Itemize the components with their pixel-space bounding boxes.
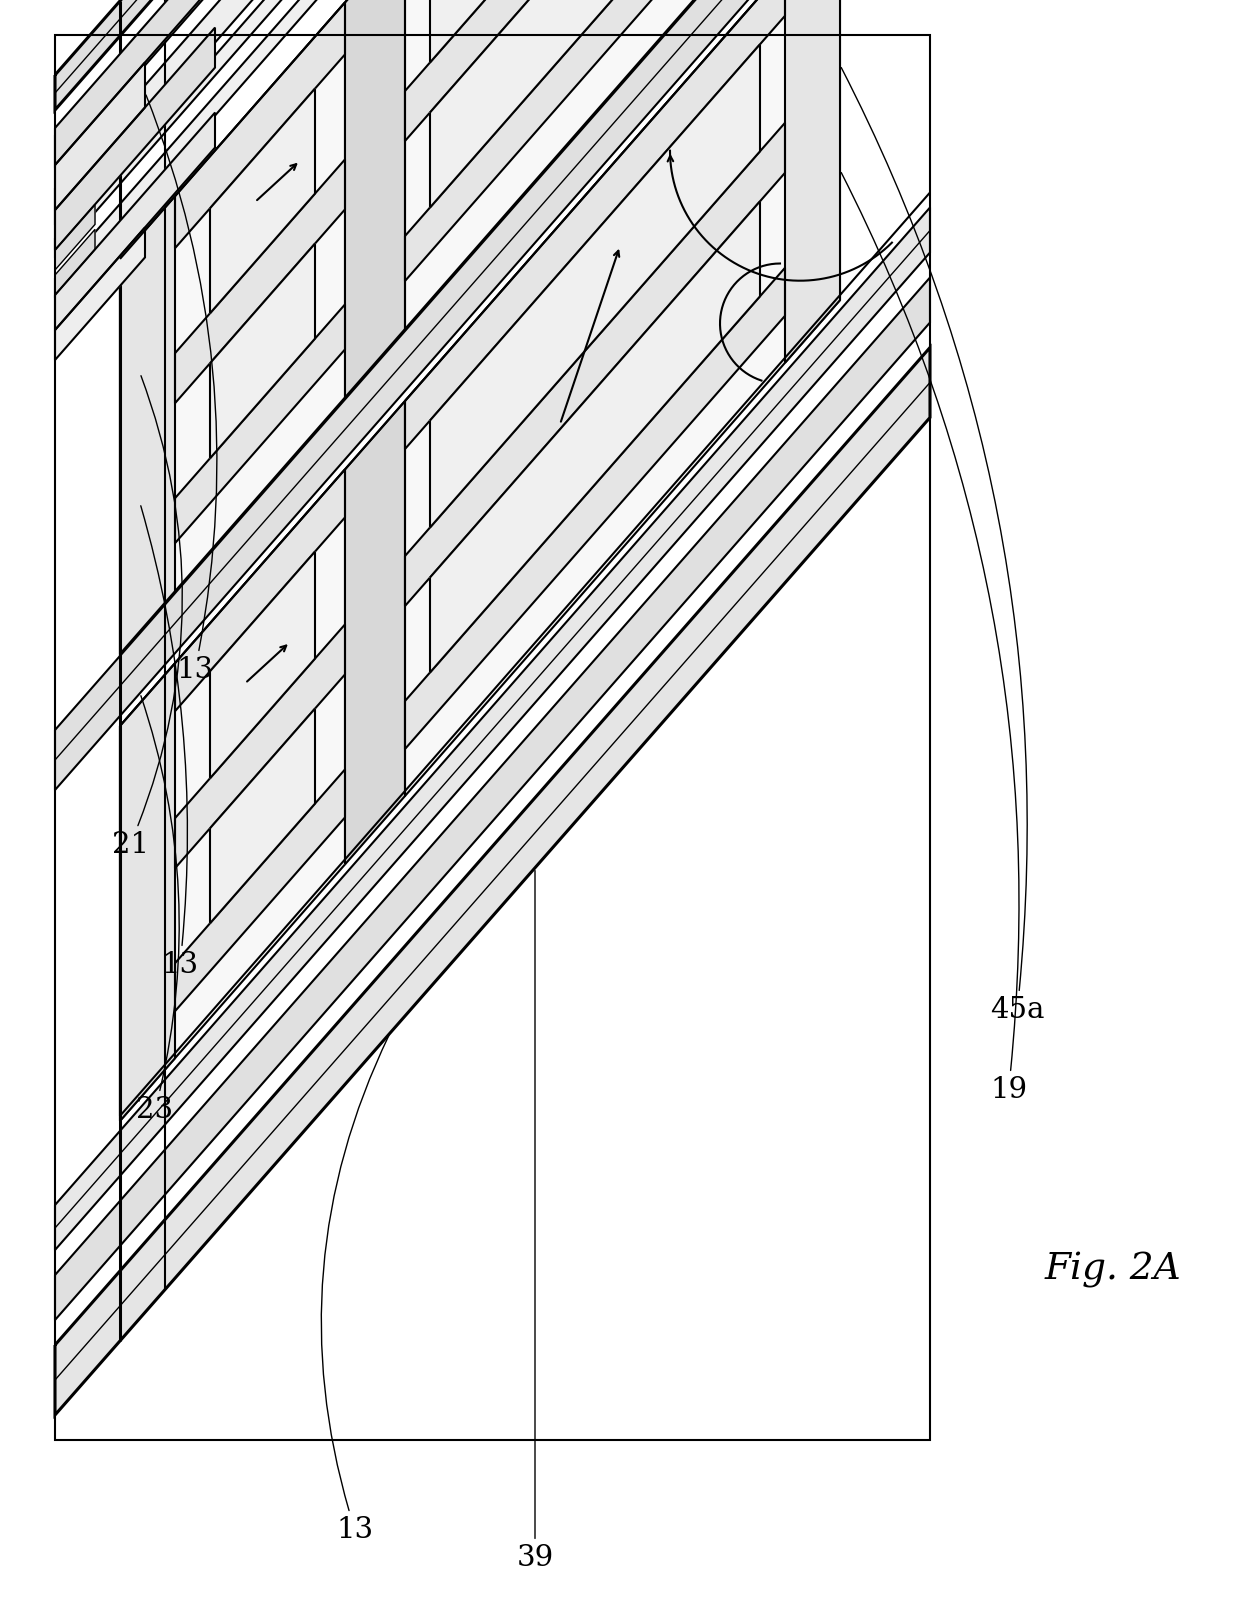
Polygon shape [55, 27, 215, 251]
Polygon shape [210, 244, 315, 458]
Polygon shape [55, 0, 930, 299]
Text: 23: 23 [136, 696, 180, 1124]
Polygon shape [55, 62, 145, 209]
Polygon shape [405, 0, 785, 281]
Polygon shape [430, 0, 760, 208]
Polygon shape [405, 0, 785, 449]
Text: 45a: 45a [841, 67, 1044, 1024]
Polygon shape [345, 0, 405, 399]
Polygon shape [175, 770, 345, 1011]
Polygon shape [55, 204, 95, 270]
Polygon shape [175, 470, 345, 711]
Polygon shape [55, 0, 930, 259]
Polygon shape [175, 624, 345, 869]
Text: 19: 19 [841, 172, 1027, 1104]
Polygon shape [210, 551, 315, 778]
Text: 13: 13 [146, 94, 217, 684]
Text: 13: 13 [141, 506, 198, 979]
Polygon shape [55, 0, 930, 110]
Text: Fig. 2A: Fig. 2A [1045, 1252, 1182, 1289]
Polygon shape [430, 0, 760, 62]
Polygon shape [55, 0, 215, 164]
Polygon shape [55, 227, 145, 359]
Polygon shape [175, 305, 345, 543]
Polygon shape [210, 88, 315, 313]
Polygon shape [55, 230, 95, 295]
Polygon shape [55, 0, 930, 168]
Polygon shape [120, 3, 345, 656]
Polygon shape [120, 470, 345, 1121]
Polygon shape [120, 196, 175, 656]
Bar [55, 35, 930, 1440]
Polygon shape [55, 278, 930, 1321]
Polygon shape [430, 201, 760, 672]
Polygon shape [405, 0, 839, 795]
Polygon shape [55, 0, 930, 1415]
Text: 39: 39 [516, 870, 553, 1571]
Polygon shape [175, 160, 345, 402]
Polygon shape [55, 208, 930, 1250]
Polygon shape [210, 709, 315, 923]
Polygon shape [430, 45, 760, 527]
Polygon shape [405, 123, 785, 605]
Polygon shape [175, 3, 345, 248]
Polygon shape [405, 268, 785, 749]
Polygon shape [405, 0, 785, 141]
Polygon shape [55, 0, 930, 791]
Polygon shape [55, 348, 930, 1415]
Polygon shape [405, 0, 839, 331]
Polygon shape [55, 113, 215, 331]
Polygon shape [120, 663, 175, 1121]
Polygon shape [345, 401, 405, 864]
Text: 21: 21 [112, 375, 182, 859]
Polygon shape [55, 0, 930, 225]
Polygon shape [785, 0, 839, 363]
Text: 13: 13 [321, 1035, 389, 1544]
